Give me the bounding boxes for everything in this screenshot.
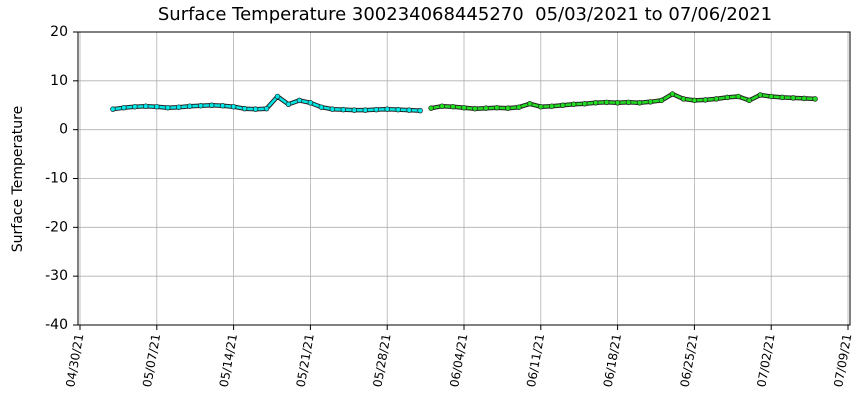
point	[461, 104, 467, 111]
point	[592, 100, 599, 106]
point	[516, 104, 522, 110]
point	[351, 107, 358, 113]
point	[724, 94, 731, 101]
point	[132, 103, 138, 110]
point	[175, 104, 182, 110]
point	[702, 97, 709, 103]
x-tick-label: 07/02/21	[754, 333, 777, 389]
point	[439, 103, 445, 109]
point	[757, 92, 763, 98]
x-tick-label: 06/18/21	[601, 333, 624, 389]
point	[110, 106, 116, 112]
point	[219, 102, 226, 109]
point	[274, 93, 281, 100]
x-tick-label: 06/25/21	[678, 333, 701, 389]
point	[197, 102, 204, 109]
point	[472, 105, 478, 112]
point	[362, 107, 369, 113]
point	[307, 100, 314, 106]
point	[483, 105, 489, 111]
point	[538, 103, 544, 110]
y-tick-label: -10	[45, 171, 68, 187]
y-axis-label: Surface Temperature	[10, 106, 26, 252]
point	[801, 95, 807, 102]
point	[329, 106, 336, 112]
point	[559, 102, 566, 108]
point	[285, 101, 292, 108]
point	[241, 105, 248, 112]
point	[186, 103, 193, 109]
x-tick-label: 07/09/21	[831, 333, 854, 389]
point	[406, 107, 412, 113]
x-tick-label: 05/14/21	[217, 333, 240, 389]
point	[614, 100, 621, 106]
grid	[78, 31, 850, 326]
point	[143, 103, 149, 109]
point	[395, 106, 401, 113]
y-tick-label: -40	[45, 317, 68, 333]
y-tick-label: 10	[50, 73, 68, 89]
point	[581, 101, 588, 107]
point	[154, 103, 160, 110]
point	[735, 93, 742, 100]
point	[384, 106, 390, 112]
point	[746, 97, 753, 104]
point	[450, 103, 456, 110]
point	[779, 94, 785, 101]
x-tick-label: 06/04/21	[447, 333, 470, 389]
point	[428, 105, 434, 111]
point	[790, 95, 796, 101]
point	[165, 104, 171, 111]
marks	[110, 91, 818, 114]
x-tick-label: 06/11/21	[524, 333, 547, 389]
point	[121, 104, 127, 111]
point	[505, 105, 511, 111]
y-tick-label: 0	[59, 122, 68, 138]
point	[296, 97, 303, 104]
point	[252, 106, 259, 112]
point	[680, 96, 687, 102]
x-tick-label: 05/21/21	[294, 333, 317, 389]
point	[713, 96, 720, 102]
point	[669, 91, 676, 97]
point	[570, 101, 577, 108]
point	[263, 105, 270, 112]
point	[417, 107, 423, 114]
point	[768, 93, 774, 100]
y-tick-label: -20	[45, 219, 68, 235]
x-tick-label: 05/28/21	[370, 333, 393, 389]
y-tick-label: 20	[50, 24, 68, 40]
point	[625, 99, 632, 106]
x-tick-label: 05/07/21	[140, 333, 163, 389]
y-tick-label: -30	[45, 268, 68, 284]
point	[691, 97, 698, 104]
point	[527, 101, 533, 107]
point	[636, 100, 643, 106]
point	[658, 97, 665, 104]
point	[230, 103, 237, 110]
chart-title: Surface Temperature 300234068445270 05/0…	[158, 4, 772, 25]
point	[812, 96, 818, 102]
point	[208, 102, 215, 108]
point	[340, 106, 347, 113]
x-tick-label: 04/30/21	[63, 333, 86, 389]
point	[318, 104, 325, 110]
point	[603, 99, 610, 106]
point	[373, 106, 379, 113]
point	[647, 99, 654, 105]
point	[494, 104, 500, 111]
point	[549, 103, 555, 109]
